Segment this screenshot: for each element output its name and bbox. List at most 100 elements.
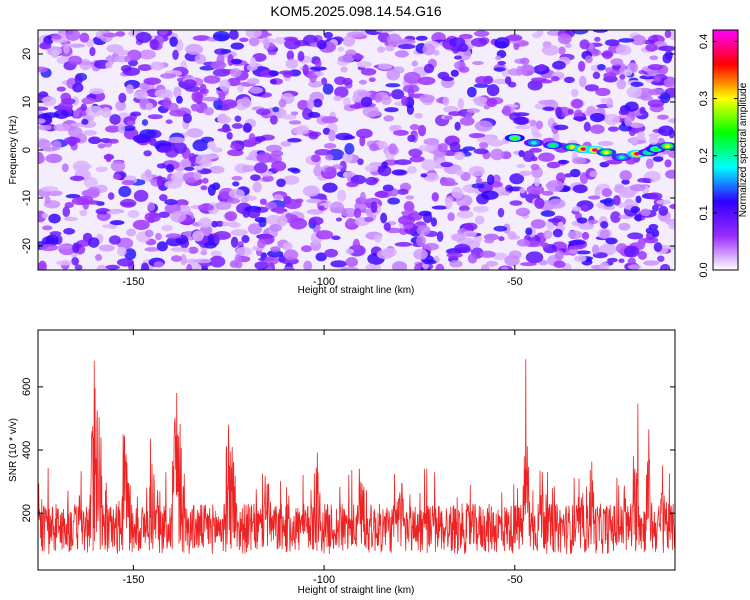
heatmap-cell [454,151,465,160]
heatmap-cell [195,165,203,171]
heatmap-cell [282,242,293,251]
heatmap-cell [368,77,376,83]
y-tick-label: 200 [21,504,33,522]
heatmap-cell [228,188,245,199]
heatmap-cell [470,37,488,48]
heatmap-cell [415,35,428,41]
heatmap-cell [522,150,535,163]
heatmap-cell [302,64,309,76]
heatmap-cell [160,73,177,79]
heatmap-cell [462,146,476,151]
heatmap-cell [630,206,641,214]
heatmap-cell [340,66,348,73]
heatmap-cell [601,188,613,198]
heatmap-cell [502,105,512,117]
heatmap-cell [231,123,244,129]
heatmap-cell [504,255,520,267]
heatmap-cell [330,260,347,268]
heatmap-cell [209,255,226,268]
heatmap-cell [441,76,454,82]
heatmap-cell [250,174,261,181]
heatmap-cell [669,203,675,210]
heatmap-cell [106,44,124,53]
heatmap-cell [41,212,49,219]
heatmap-cell [467,253,478,264]
heatmap-cell [147,114,163,120]
heatmap-cell [431,205,449,210]
heatmap-cell [519,57,530,65]
heatmap-cell [656,199,671,205]
heatmap-cell [665,169,675,179]
heatmap-cell [435,263,445,270]
heatmap-cell [394,159,412,166]
signal-core [664,144,671,148]
heatmap-cell [162,97,172,109]
heatmap-cell [218,91,226,101]
figure-title: KOM5.2025.098.14.54.G16 [270,3,441,19]
spectrogram-x-label: Height of straight line (km) [298,285,415,296]
heatmap-cell [548,218,562,223]
heatmap-cell [392,124,402,131]
heatmap-cell [118,185,132,198]
heatmap-cell [552,60,566,70]
heatmap-cell [105,125,121,133]
heatmap-cell [141,119,149,126]
heatmap-cell [594,186,601,199]
heatmap-cell [405,195,415,200]
heatmap-cell [501,266,509,270]
heatmap-cell [579,75,587,88]
heatmap-cell [599,261,610,270]
heatmap-cell [385,83,401,88]
heatmap-cell [247,208,261,219]
heatmap-cell [132,134,151,144]
heatmap-cell [81,97,96,105]
heatmap-cell [647,63,664,71]
heatmap-cell [360,96,373,107]
heatmap-cell [530,219,546,229]
heatmap-cell [284,38,301,50]
heatmap-cell [648,135,659,145]
heatmap-cell [385,44,395,52]
heatmap-cell [493,67,506,72]
heatmap-cell [325,166,337,177]
heatmap-cell [525,227,533,236]
heatmap-cell [546,180,564,192]
heatmap-cell [207,141,216,150]
heatmap-cell [652,156,664,162]
heatmap-cell [555,172,566,183]
heatmap-cell [515,207,531,217]
heatmap-cell [481,190,499,200]
heatmap-cell [194,53,206,65]
heatmap-cell [468,165,485,177]
heatmap-cell [664,30,672,39]
colorbar-label: Normalized spectral amplitude [738,82,749,217]
heatmap-cell [226,77,241,87]
heatmap-cell [61,163,69,173]
heatmap-cell [259,198,267,205]
heatmap-cell [210,250,222,257]
heatmap-cell [124,248,137,261]
heatmap-cell [89,46,96,57]
heatmap-cell [607,126,619,132]
heatmap-cell [140,262,150,270]
heatmap-cell [471,61,484,66]
heatmap-cell [364,216,374,223]
heatmap-cell [213,231,231,240]
heatmap-cell [486,84,500,97]
heatmap-cell [229,68,242,78]
heatmap-cell [636,239,646,250]
signal-core [591,148,598,152]
heatmap-cell [345,248,355,255]
heatmap-cell [170,172,188,184]
heatmap-cell [637,177,652,183]
heatmap-cell [472,96,488,105]
heatmap-cell [527,80,543,91]
heatmap-cell [278,70,295,75]
heatmap-cell [220,49,232,54]
heatmap-cell [449,260,463,268]
heatmap-cell [574,255,587,263]
heatmap-cell [401,95,408,106]
heatmap-cell [154,89,171,99]
heatmap-cell [423,63,435,74]
